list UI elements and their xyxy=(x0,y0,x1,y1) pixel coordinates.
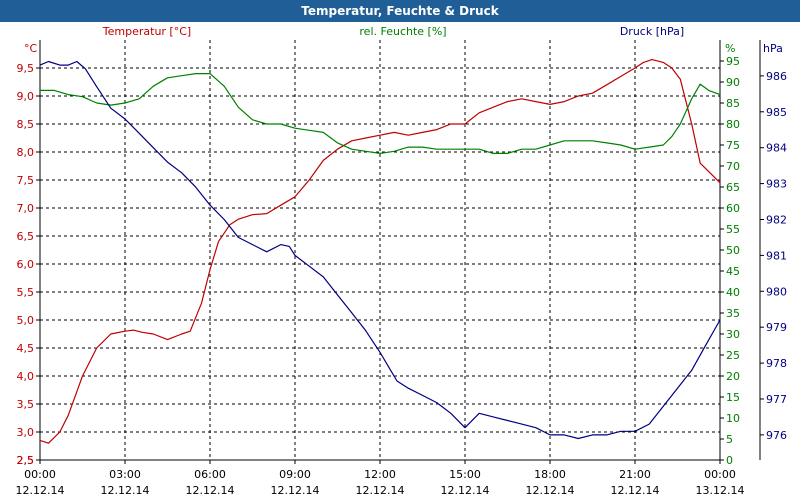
temp-tick-label: 4,5 xyxy=(17,342,35,355)
humidity-tick-label: 20 xyxy=(726,370,740,383)
pressure-tick-label: 986 xyxy=(766,70,787,83)
plot-frame xyxy=(39,40,761,461)
temp-unit-label: °C xyxy=(24,42,38,55)
pressure-tick-label: 983 xyxy=(766,178,787,191)
x-tick-time: 21:00 xyxy=(619,468,651,481)
x-tick-time: 12:00 xyxy=(364,468,396,481)
series-lines xyxy=(39,58,721,444)
x-tick-time: 00:00 xyxy=(24,468,56,481)
humidity-tick-label: 30 xyxy=(726,328,740,341)
grid-lines xyxy=(40,40,720,461)
series-labels: Temperatur [°C] rel. Feuchte [%] Druck [hP… xyxy=(102,25,684,38)
humidity-tick-label: 90 xyxy=(726,76,740,89)
x-tick-date: 12.12.14 xyxy=(526,484,575,497)
humidity-tick-label: 75 xyxy=(726,139,740,152)
humidity-tick-label: 40 xyxy=(726,286,740,299)
window-title: Temperatur, Feuchte & Druck xyxy=(0,0,800,22)
temp-tick-label: 5,5 xyxy=(17,286,35,299)
x-tick-time: 15:00 xyxy=(449,468,481,481)
pressure-tick-label: 977 xyxy=(766,393,787,406)
humidity-tick-label: 80 xyxy=(726,118,740,131)
temp-tick-label: 6,5 xyxy=(17,230,35,243)
temp-tick-label: 9,5 xyxy=(17,62,35,75)
temp-tick-label: 6,0 xyxy=(17,258,35,271)
pressure-tick-label: 982 xyxy=(766,213,787,226)
temp-tick-label: 5,0 xyxy=(17,314,35,327)
temp-tick-label: 7,5 xyxy=(17,174,35,187)
x-tick-date: 12.12.14 xyxy=(101,484,150,497)
x-tick-date: 12.12.14 xyxy=(16,484,65,497)
humidity-tick-label: 10 xyxy=(726,412,740,425)
humidity-tick-label: 55 xyxy=(726,223,740,236)
x-tick-time: 06:00 xyxy=(194,468,226,481)
x-tick-date: 13.12.14 xyxy=(696,484,745,497)
x-tick-date: 12.12.14 xyxy=(356,484,405,497)
humidity-tick-label: 15 xyxy=(726,391,740,404)
pressure-tick-label: 980 xyxy=(766,285,787,298)
humidity-tick-label: 85 xyxy=(726,97,740,110)
pressure-tick-label: 985 xyxy=(766,106,787,119)
pressure-tick-label: 984 xyxy=(766,142,787,155)
humidity-tick-label: 50 xyxy=(726,244,740,257)
x-tick-time: 03:00 xyxy=(109,468,141,481)
x-tick-date: 12.12.14 xyxy=(441,484,490,497)
series-line xyxy=(40,72,721,154)
humidity-tick-label: 70 xyxy=(726,160,740,173)
pressure-unit-label: hPa xyxy=(763,42,783,55)
series-label: Temperatur [°C] xyxy=(102,25,191,38)
pressure-tick-label: 976 xyxy=(766,429,787,442)
temp-tick-label: 9,0 xyxy=(17,90,35,103)
humidity-tick-label: 35 xyxy=(726,307,740,320)
humidity-unit-label: % xyxy=(725,42,735,55)
x-tick-date: 12.12.14 xyxy=(186,484,235,497)
temp-tick-label: 8,0 xyxy=(17,146,35,159)
pressure-tick-label: 979 xyxy=(766,321,787,334)
x-tick-date: 12.12.14 xyxy=(271,484,320,497)
series-label: Druck [hPa] xyxy=(620,25,684,38)
x-tick-time: 00:00 xyxy=(704,468,736,481)
temp-tick-label: 3,5 xyxy=(17,398,35,411)
temp-tick-label: 2,5 xyxy=(17,454,35,467)
x-tick-time: 18:00 xyxy=(534,468,566,481)
temp-tick-label: 7,0 xyxy=(17,202,35,215)
series-label: rel. Feuchte [%] xyxy=(359,25,446,38)
humidity-tick-label: 25 xyxy=(726,349,740,362)
humidity-tick-label: 45 xyxy=(726,265,740,278)
temp-tick-label: 4,0 xyxy=(17,370,35,383)
chart-area: °C 2,5 3,0 3,5 4,0 4,5 5,0 5,5 6,0 6,5 7,0 7,5 8,0 8,… xyxy=(16,25,787,497)
temp-tick-label: 2,5 xyxy=(17,454,35,467)
temp-tick-label: 8,5 xyxy=(17,118,35,131)
pressure-tick-label: 978 xyxy=(766,357,787,370)
x-tick-date: 12.12.14 xyxy=(611,484,660,497)
humidity-tick-label: 0 xyxy=(726,454,733,467)
temp-tick-label: 3,0 xyxy=(17,426,35,439)
tick-labels: °C 2,5 3,0 3,5 4,0 4,5 5,0 5,5 6,0 6,5 7,0 7,5 8,0 8,… xyxy=(16,42,787,497)
humidity-tick-label: 65 xyxy=(726,181,740,194)
pressure-tick-label: 981 xyxy=(766,249,787,262)
series-line xyxy=(39,60,721,440)
humidity-tick-label: 60 xyxy=(726,202,740,215)
humidity-tick-label: 95 xyxy=(726,55,740,68)
series-line xyxy=(39,58,721,444)
humidity-tick-label: 5 xyxy=(726,433,733,446)
x-tick-time: 09:00 xyxy=(279,468,311,481)
